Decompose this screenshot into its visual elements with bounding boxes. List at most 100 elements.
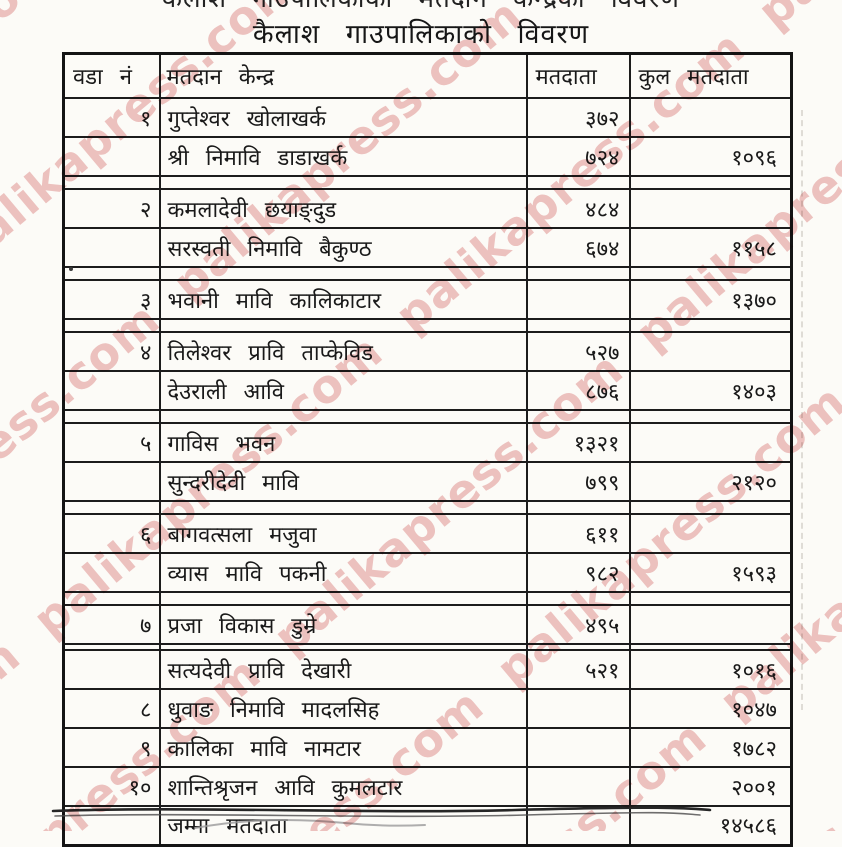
ward-cell: १ — [62, 97, 161, 138]
voters-cell: ४९५ — [525, 604, 631, 645]
voters-cell: ५२१ — [525, 649, 631, 690]
center-cell: शान्तिश्रृजन आवि कुमलटार — [158, 766, 528, 807]
table-row: ५ गाविस भवन १३२१ — [62, 422, 793, 463]
center-cell — [158, 266, 528, 281]
table-row: सरस्वती निमावि बैकुण्ठ ६७४ ११५८ — [62, 227, 793, 268]
separator-row — [62, 591, 793, 606]
total-cell — [628, 331, 793, 372]
center-cell — [158, 409, 528, 424]
voter-table: वडा नं मतदान केन्द्र मतदाता कुल मतदाता १… — [62, 52, 793, 847]
total-cell: १०४७ — [628, 688, 793, 729]
voters-cell: ९८२ — [525, 552, 631, 593]
voters-cell: ५२७ — [525, 331, 631, 372]
table-row: श्री निमावि डाडाखर्क ७२४ १०९६ — [62, 136, 793, 177]
voters-cell — [525, 175, 631, 190]
ward-cell — [62, 500, 161, 515]
total-cell: २१२० — [628, 461, 793, 502]
total-cell: ११५८ — [628, 227, 793, 268]
total-cell — [628, 513, 793, 554]
center-cell: व्यास मावि पकनी — [158, 552, 528, 593]
center-cell: सुन्दरीदेवी मावि — [158, 461, 528, 502]
total-cell — [628, 409, 793, 424]
center-cell: धुवाङ निमावि मादलसिह — [158, 688, 528, 729]
total-cell — [628, 97, 793, 138]
center-cell: प्रजा विकास डुम्रे — [158, 604, 528, 645]
separator-row — [62, 318, 793, 333]
total-cell — [628, 500, 793, 515]
ward-cell: ३ — [62, 279, 161, 320]
total-cell — [628, 422, 793, 463]
table-body: १ गुप्तेश्वर खोलाखर्क ३७२ श्री निमावि डाडाख… — [62, 97, 793, 846]
ward-cell — [62, 591, 161, 606]
voters-cell — [525, 727, 631, 768]
ward-cell — [62, 227, 161, 268]
ward-cell — [62, 643, 161, 651]
total-cell — [628, 175, 793, 190]
ward-cell — [62, 175, 161, 190]
table-row: १ गुप्तेश्वर खोलाखर्क ३७२ — [62, 97, 793, 138]
center-cell: सरस्वती निमावि बैकुण्ठ — [158, 227, 528, 268]
voters-cell: ४८४ — [525, 188, 631, 229]
voters-cell — [525, 266, 631, 281]
total-cell: १३७० — [628, 279, 793, 320]
voters-cell: ७९९ — [525, 461, 631, 502]
voters-cell — [525, 591, 631, 606]
ward-cell: ६ — [62, 513, 161, 554]
voters-cell — [525, 500, 631, 515]
center-cell — [158, 643, 528, 651]
ward-cell — [62, 649, 161, 690]
separator-row — [62, 409, 793, 424]
table-row: ८ धुवाङ निमावि मादलसिह १०४७ — [62, 688, 793, 729]
ward-cell: ८ — [62, 688, 161, 729]
center-cell: सत्यदेवी प्रावि देखारी — [158, 649, 528, 690]
header-polling-center: मतदान केन्द्र — [158, 52, 528, 99]
total-cell — [628, 591, 793, 606]
ward-cell — [62, 318, 161, 333]
center-cell — [158, 318, 528, 333]
voters-cell — [525, 318, 631, 333]
total-cell: १७८२ — [628, 727, 793, 768]
center-cell: भवानी मावि कालिकाटार — [158, 279, 528, 320]
total-cell: १०१६ — [628, 649, 793, 690]
ward-cell — [62, 266, 161, 281]
separator-row — [62, 500, 793, 515]
total-cell — [628, 604, 793, 645]
center-cell: कमलादेवी छयाङ्दुड — [158, 188, 528, 229]
voters-cell — [525, 766, 631, 807]
total-cell — [628, 318, 793, 333]
ward-cell: ९ — [62, 727, 161, 768]
separator-row — [62, 266, 793, 281]
table-header: वडा नं मतदान केन्द्र मतदाता कुल मतदाता — [62, 52, 793, 99]
table-row: ४ तिलेश्वर प्रावि ताप्केविड ५२७ — [62, 331, 793, 372]
center-cell: तिलेश्वर प्रावि ताप्केविड — [158, 331, 528, 372]
voters-cell: ८७६ — [525, 370, 631, 411]
stray-ink-dot — [69, 267, 73, 271]
ward-cell: ७ — [62, 604, 161, 645]
voters-cell — [525, 409, 631, 424]
voters-cell — [525, 688, 631, 729]
table-row: सत्यदेवी प्रावि देखारी ५२१ १०१६ — [62, 649, 793, 690]
ward-cell — [62, 552, 161, 593]
center-cell: गुप्तेश्वर खोलाखर्क — [158, 97, 528, 138]
table-row: ३ भवानी मावि कालिकाटार १३७० — [62, 279, 793, 320]
voters-cell: ६७४ — [525, 227, 631, 268]
scan-fold-mark — [801, 110, 803, 710]
table-row: ६ बागवत्सला मजुवा ६११ — [62, 513, 793, 554]
table-row: व्यास मावि पकनी ९८२ १५९३ — [62, 552, 793, 593]
clipped-partial-heading-text: कैलाश गाउपालिकाका मतदान केन्द्रको विवरण — [0, 0, 842, 13]
separator-row — [62, 643, 793, 651]
center-cell: कालिका मावि नामटार — [158, 727, 528, 768]
center-cell: श्री निमावि डाडाखर्क — [158, 136, 528, 177]
ward-cell: ४ — [62, 331, 161, 372]
header-ward-no: वडा नं — [62, 52, 161, 99]
voters-cell: ७२४ — [525, 136, 631, 177]
voters-cell — [525, 643, 631, 651]
voters-cell: ३७२ — [525, 97, 631, 138]
voters-cell — [525, 279, 631, 320]
header-total-voters: कुल मतदाता — [628, 52, 793, 99]
ward-cell: १० — [62, 766, 161, 807]
table-row: २ कमलादेवी छयाङ्दुड ४८४ — [62, 188, 793, 229]
voters-cell: १३२१ — [525, 422, 631, 463]
total-cell: १४०३ — [628, 370, 793, 411]
page-title: कैलाश गाउपालिकाको विवरण — [252, 19, 590, 50]
